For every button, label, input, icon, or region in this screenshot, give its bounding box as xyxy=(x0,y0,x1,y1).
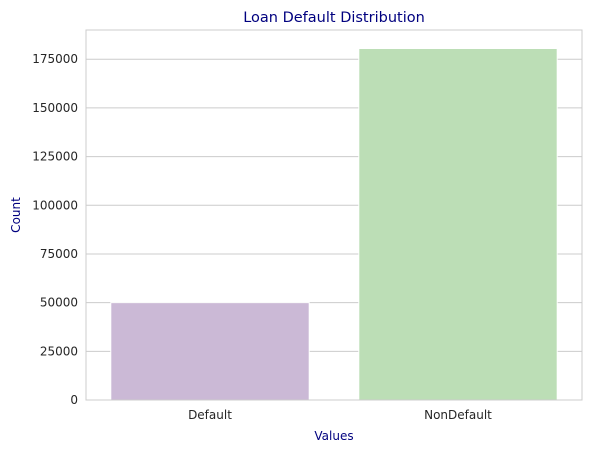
bars xyxy=(110,48,558,401)
y-axis-title: Count xyxy=(9,197,23,233)
y-tick-label: 0 xyxy=(70,393,78,407)
bar-nondefault xyxy=(358,48,558,401)
x-tick-label: Default xyxy=(188,408,232,422)
x-tick-labels: Default NonDefault xyxy=(188,408,492,422)
y-tick-label: 150000 xyxy=(32,101,78,115)
x-tick-label: NonDefault xyxy=(424,408,492,422)
y-tick-labels: 0 25000 50000 75000 100000 125000 150000 175000 xyxy=(32,52,78,407)
plot-frame xyxy=(85,29,583,401)
y-tick-label: 125000 xyxy=(32,150,78,164)
bar-default xyxy=(110,302,310,401)
y-tick-label: 75000 xyxy=(40,247,78,261)
y-tick-label: 175000 xyxy=(32,52,78,66)
y-tick-label: 25000 xyxy=(40,344,78,358)
x-axis-title: Values xyxy=(314,429,353,443)
y-tick-label: 50000 xyxy=(40,296,78,310)
chart-title: Loan Default Distribution xyxy=(243,10,425,26)
y-tick-label: 100000 xyxy=(32,198,78,212)
